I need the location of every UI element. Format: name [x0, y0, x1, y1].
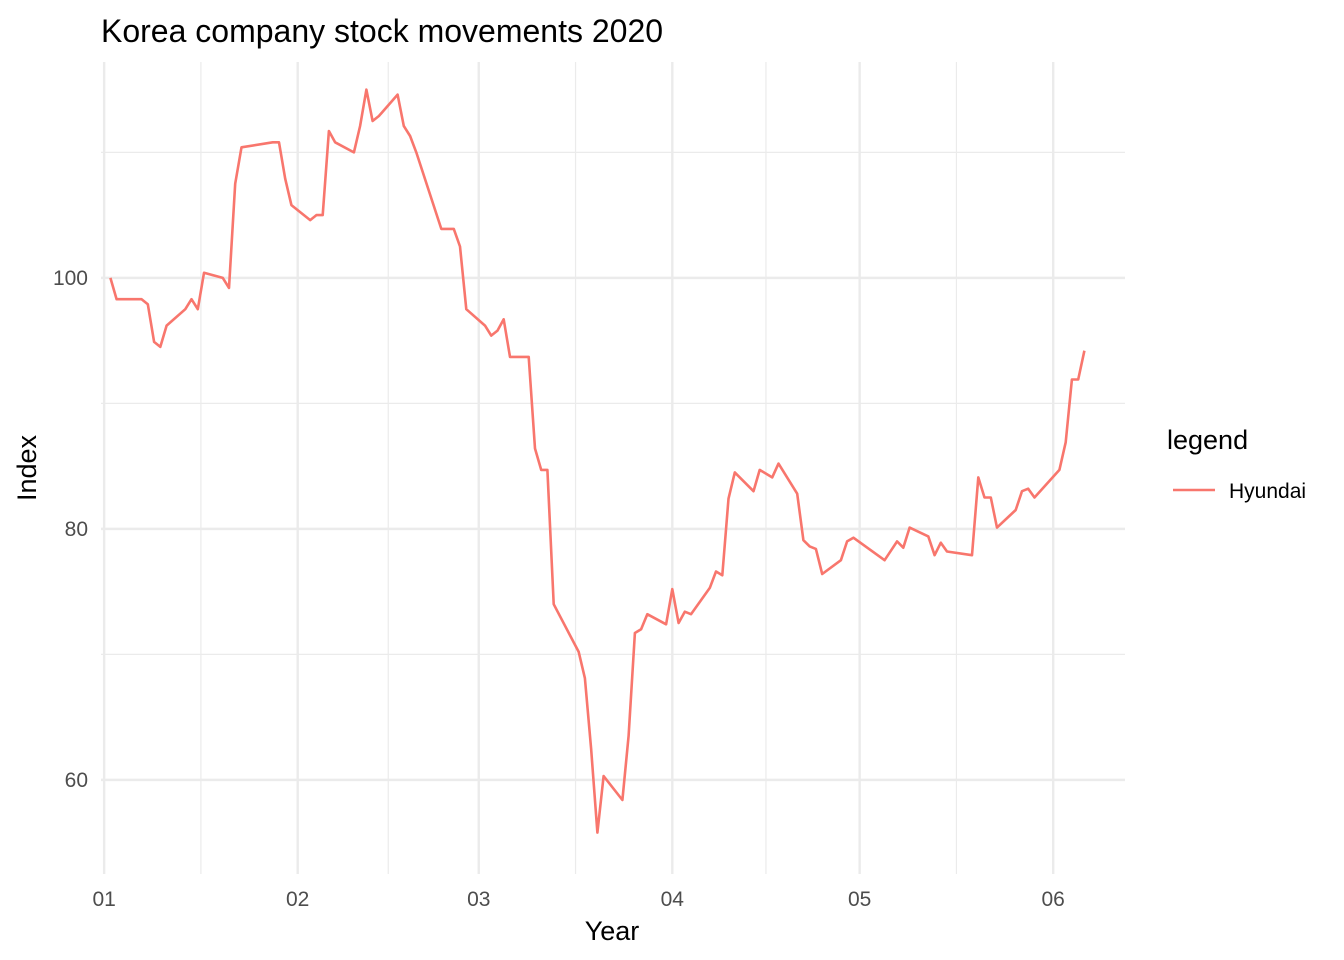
legend: legend Hyundai [1167, 425, 1306, 503]
legend-title: legend [1167, 425, 1248, 455]
series-layer [109, 88, 1086, 834]
x-tick-label: 01 [92, 888, 115, 911]
grid [101, 62, 1125, 874]
x-tick-label: 03 [467, 888, 490, 911]
x-tick-label: 06 [1042, 888, 1065, 911]
x-tick-label: 05 [848, 888, 871, 911]
x-axis-ticks: 01 02 03 04 05 06 [92, 888, 1064, 911]
legend-label-hyundai: Hyundai [1229, 480, 1306, 503]
x-axis-title: Year [585, 916, 640, 946]
x-tick-label: 02 [286, 888, 309, 911]
x-tick-label: 04 [661, 888, 685, 911]
y-tick-label: 100 [53, 267, 88, 290]
y-axis-ticks: 60 80 100 [53, 267, 88, 792]
y-tick-label: 60 [65, 769, 88, 792]
chart-title: Korea company stock movements 2020 [101, 13, 663, 49]
series-line-hyundai [109, 88, 1086, 834]
y-tick-label: 80 [65, 518, 88, 541]
y-axis-title: Index [12, 434, 42, 501]
